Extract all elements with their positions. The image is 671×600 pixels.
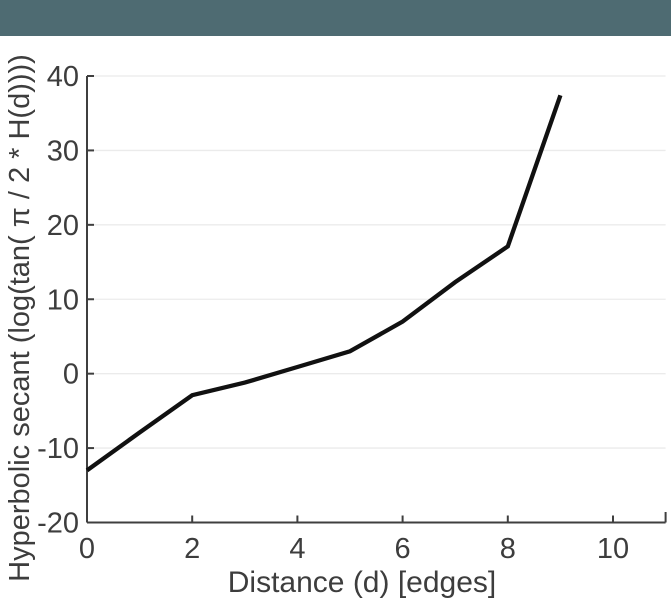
y-tick-label--20: -20 <box>37 508 79 540</box>
x-tick-label-0: 0 <box>79 533 95 565</box>
y-axis-label: Hyperbolic secant (log(tan( π / 2 * H(d)… <box>4 54 36 582</box>
y-tick-label-40: 40 <box>47 61 79 93</box>
x-tick-label-6: 6 <box>395 533 411 565</box>
x-tick-label-2: 2 <box>184 533 200 565</box>
x-tick-label-10: 10 <box>597 533 629 565</box>
data-series-line <box>85 94 563 473</box>
y-tick-label-20: 20 <box>47 210 79 242</box>
y-tick-label--10: -10 <box>37 433 79 465</box>
y-tick-label-0: 0 <box>63 359 79 391</box>
y-tick-label-30: 30 <box>47 135 79 167</box>
x-tick-label-4: 4 <box>289 533 305 565</box>
x-axis-label: Distance (d) [edges] <box>228 566 496 599</box>
window-top-bar <box>0 0 671 36</box>
x-tick-label-8: 8 <box>500 533 516 565</box>
y-tick-label-10: 10 <box>47 284 79 316</box>
